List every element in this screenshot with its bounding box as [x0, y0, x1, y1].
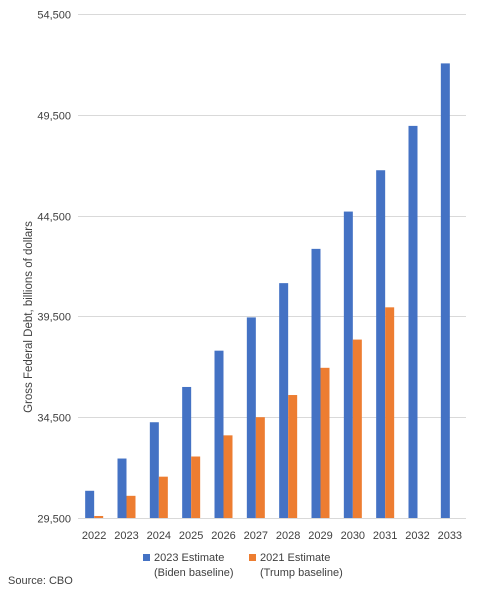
x-tick-label: 2031: [373, 530, 397, 542]
y-tick-label: 29,500: [37, 514, 71, 526]
bar-2021-estimate-2031: [385, 307, 395, 518]
bar-2021-estimate-2022: [94, 515, 104, 518]
bars: [85, 63, 450, 519]
legend-swatch-2021-estimate: [249, 554, 256, 561]
x-tick-label: 2022: [82, 530, 106, 542]
legend: 2023 Estimate (Biden baseline) 2021 Estima…: [143, 552, 343, 579]
x-tick-label: 2028: [276, 530, 300, 542]
legend-swatch-2023-estimate: [143, 554, 150, 561]
gridlines: [78, 14, 466, 519]
bar-2023-estimate-2029: [311, 248, 321, 518]
bar-2021-estimate-2025: [191, 456, 201, 518]
bar-2021-estimate-2028: [288, 395, 298, 518]
legend-label-line: (Biden baseline): [154, 567, 234, 579]
bar-2023-estimate-2022: [85, 490, 95, 518]
bar-2021-estimate-2029: [320, 367, 330, 518]
bar-2023-estimate-2027: [246, 317, 256, 518]
y-axis-tick-labels: 29,500 34,500 39,500 44,500 49,500 54,500: [37, 10, 71, 526]
source-note: Source: CBO: [8, 575, 73, 587]
x-tick-label: 2023: [114, 530, 138, 542]
bar-2023-estimate-2025: [182, 386, 192, 518]
bar-2023-estimate-2024: [149, 422, 159, 518]
legend-label-2021-estimate: 2021 Estimate (Trump baseline): [260, 552, 343, 579]
bar-2023-estimate-2033: [440, 63, 450, 518]
legend-label-line: 2023 Estimate: [154, 552, 224, 564]
x-axis-tick-labels: 2022 2023 2024 2025 2026 2027 2028 2029 2030 2031…: [82, 530, 462, 542]
y-axis-title: Gross Federal Debt, billions of dollars: [23, 221, 35, 413]
x-tick-label: 2024: [147, 530, 171, 542]
x-tick-label: 2025: [179, 530, 203, 542]
x-tick-label: 2030: [341, 530, 365, 542]
bar-2021-estimate-2023: [126, 495, 136, 518]
y-tick-label: 44,500: [37, 212, 71, 224]
y-tick-label: 54,500: [37, 10, 71, 22]
legend-label-2023-estimate: 2023 Estimate (Biden baseline): [154, 552, 234, 579]
bar-2021-estimate-2024: [158, 476, 168, 518]
y-tick-label: 39,500: [37, 312, 71, 324]
y-tick-label: 49,500: [37, 111, 71, 123]
bar-2023-estimate-2032: [408, 125, 418, 518]
bar-2023-estimate-2030: [343, 211, 353, 518]
x-tick-label: 2033: [438, 530, 462, 542]
bar-2023-estimate-2031: [376, 170, 386, 519]
bar-2023-estimate-2026: [214, 350, 224, 518]
legend-label-line: (Trump baseline): [260, 567, 343, 579]
x-tick-label: 2026: [211, 530, 235, 542]
bar-2021-estimate-2030: [352, 339, 362, 518]
legend-label-line: 2021 Estimate: [260, 552, 330, 564]
x-tick-label: 2029: [308, 530, 332, 542]
y-tick-label: 34,500: [37, 413, 71, 425]
x-tick-label: 2032: [405, 530, 429, 542]
x-tick-label: 2027: [244, 530, 268, 542]
bar-2023-estimate-2028: [279, 283, 289, 518]
bar-2021-estimate-2026: [223, 435, 233, 518]
bar-2021-estimate-2027: [255, 417, 265, 518]
bar-2023-estimate-2023: [117, 458, 127, 518]
